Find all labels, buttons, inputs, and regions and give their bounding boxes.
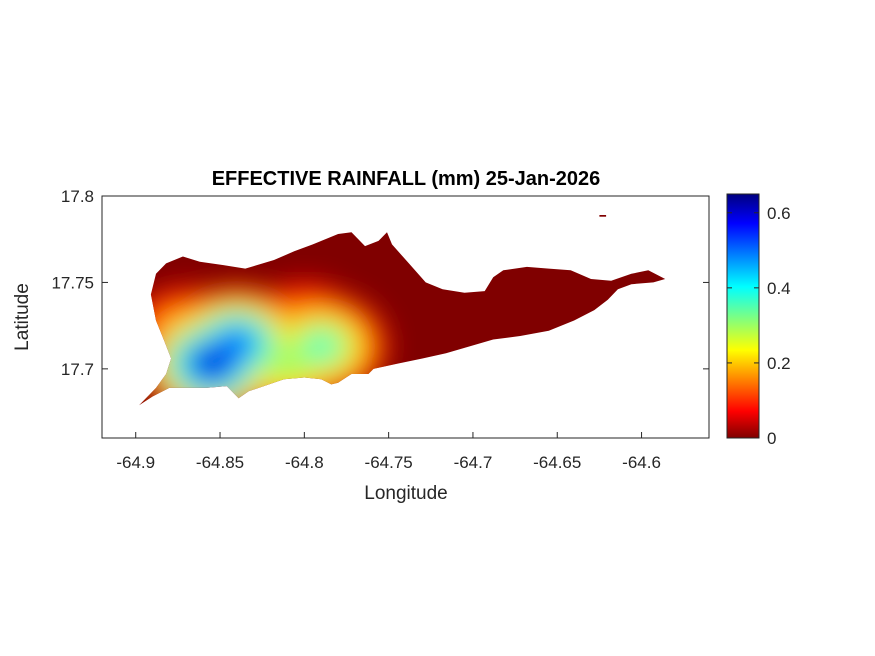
field-contour (223, 331, 251, 354)
colorbar-scale (726, 193, 760, 439)
y-axis-label: Latitude (12, 283, 33, 351)
colorbar-tick-label: 0.2 (767, 354, 791, 373)
islet-shape (599, 215, 607, 217)
rainfall-field (139, 232, 666, 406)
y-tick-label: 17.7 (61, 360, 94, 379)
field-contour (306, 334, 337, 359)
x-tick-label: -64.65 (533, 453, 581, 472)
x-tick-label: -64.9 (116, 453, 155, 472)
chart-title: EFFECTIVE RAINFALL (mm) 25-Jan-2026 (212, 168, 601, 190)
x-axis-label: Longitude (364, 483, 447, 504)
field-contour (195, 350, 228, 377)
y-tick-label: 17.75 (51, 273, 94, 292)
x-tick-label: -64.85 (196, 453, 244, 472)
colorbar-tick-label: 0 (767, 429, 776, 448)
x-tick-label: -64.6 (622, 453, 661, 472)
colorbar-tick-label: 0.4 (767, 279, 791, 298)
plot-area: -64.9 -64.85 -64.8 -64.75 -64.7 -64.65 -64.6 1… (51, 187, 710, 472)
x-tick-label: -64.7 (454, 453, 493, 472)
x-tick-label: -64.8 (285, 453, 324, 472)
y-tick-label: 17.8 (61, 187, 94, 206)
x-tick-label: -64.75 (365, 453, 413, 472)
colorbar: 0 0.2 0.4 0.6 (726, 193, 791, 448)
colorbar-tick-label: 0.6 (767, 204, 791, 223)
